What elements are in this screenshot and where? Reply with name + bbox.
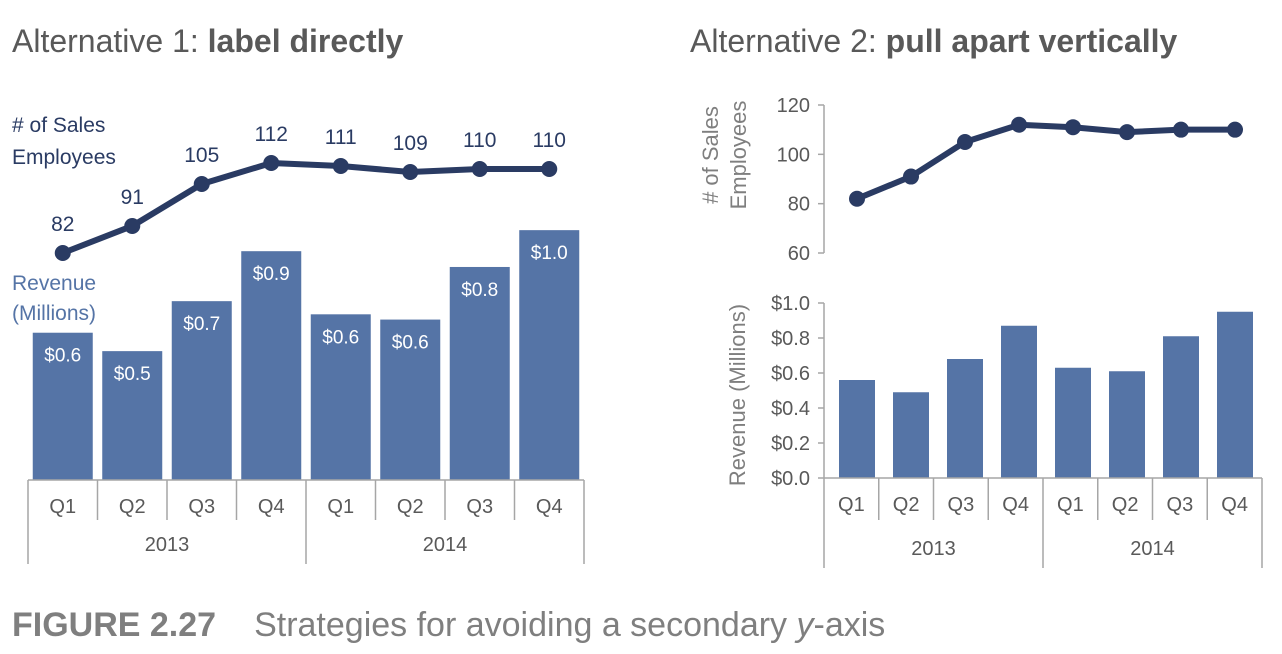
panel2-employees-point [1173, 121, 1189, 138]
revenue-bar-label: $0.6 [392, 333, 429, 354]
panel2-revenue-bar [1109, 371, 1145, 478]
employees-line [61, 160, 550, 256]
panel2-x-tick-label: Q2 [893, 494, 920, 516]
panel2-employees-point [1227, 121, 1243, 138]
panel2-x-tick-label: Q4 [1002, 494, 1029, 516]
panel2-x-tick-label: Q1 [838, 494, 865, 516]
revenue-bar-label: $1.0 [531, 243, 568, 264]
revenue-label-line2: (Millions) [12, 302, 96, 325]
panel2-x-tick-label: Q2 [1112, 494, 1139, 516]
revenue-bar [380, 319, 441, 480]
panel2-employees-point [1119, 124, 1135, 141]
revenue-bar [449, 266, 510, 480]
panel2-employees-point [1011, 116, 1027, 133]
panel2-bottom-y-tick-label: $0.4 [771, 398, 810, 420]
panel2-bottom-y-tick-label: $0.0 [771, 468, 810, 490]
panel2-employees-point [849, 190, 865, 207]
employees-label-line1: # of Sales [12, 114, 105, 137]
employees-point [124, 218, 141, 234]
panel2-revenue-bar [1055, 367, 1091, 478]
panel2-bottom-y-tick-label: $0.8 [771, 328, 810, 350]
employees-value-label: 109 [393, 132, 428, 155]
panel1-x-group-label: 2013 [145, 534, 190, 556]
panel2-x-group-label: 2014 [1130, 538, 1175, 560]
panel1-x-tick-label: Q2 [119, 496, 146, 518]
employees-value-label: 91 [121, 186, 144, 209]
panel2-revenue-bar [1217, 311, 1253, 478]
panel2-top-y-tick-label: 120 [777, 95, 810, 117]
employees-value-label: 110 [463, 129, 496, 152]
employees-point [263, 155, 280, 171]
panel2-top-y-tick-label: 60 [788, 243, 810, 265]
panel2-revenue-bar [893, 392, 929, 478]
revenue-bar-label: $0.9 [253, 264, 290, 285]
panel2-x-tick-label: Q1 [1057, 494, 1084, 516]
panel2-title: Alternative 2: pull apart vertically [690, 23, 1178, 59]
employees-point [193, 176, 210, 192]
panel2-x-tick-label: Q3 [948, 494, 975, 516]
revenue-axis-title: Revenue (Millions) [725, 304, 750, 486]
employees-axis-title-line1: # of Sales [698, 106, 723, 204]
panel2-bottom-y-tick-label: $0.2 [771, 433, 810, 455]
panel2-revenue-bar [1163, 336, 1199, 478]
panel2-revenue-bar [947, 359, 983, 478]
employees-point [541, 161, 558, 177]
panel2-bottom-y-tick-label: $1.0 [771, 293, 810, 315]
panel2-x-group-label: 2013 [911, 538, 956, 560]
panel1-x-tick-label: Q4 [536, 496, 563, 518]
employees-axis-title-line2: Employees [726, 101, 751, 210]
revenue-bar-label: $0.7 [183, 314, 220, 335]
revenue-bar [519, 230, 580, 480]
employees-point [54, 245, 71, 261]
panel2-line-chart: 60 80 100 120 [777, 95, 1243, 265]
revenue-bar [171, 301, 232, 480]
revenue-bar [310, 314, 371, 480]
panel1-x-tick-label: Q4 [258, 496, 285, 518]
panel1-x-tick-label: Q2 [397, 496, 424, 518]
panel1-x-group-label: 2014 [423, 534, 468, 556]
revenue-bar-label: $0.8 [461, 280, 498, 301]
employees-point [332, 158, 349, 174]
panel1-x-tick-label: Q1 [49, 496, 76, 518]
panel1-x-tick-label: Q1 [327, 496, 354, 518]
employees-value-label: 111 [325, 126, 357, 149]
employees-value-label: 110 [533, 129, 566, 152]
panel2-revenue-bar [839, 380, 875, 478]
panel2-x-tick-label: Q4 [1221, 494, 1248, 516]
panel2-bottom-y-tick-label: $0.6 [771, 363, 810, 385]
panel2-bar-chart: $0.0 $0.2 $0.4 $0.6 $0.8 $1.0 Q1 Q2 Q3 Q4 Q1 Q2 Q3 Q4… [771, 293, 1263, 568]
employees-value-label: 82 [51, 213, 74, 236]
employees-point [471, 161, 488, 177]
employees-point [402, 164, 419, 180]
revenue-label-line1: Revenue [12, 272, 96, 295]
employees-value-label: 112 [255, 123, 288, 146]
panel2-employees-point [1065, 119, 1081, 136]
revenue-bar-label: $0.6 [322, 327, 359, 348]
employees-value-label: 105 [184, 144, 219, 167]
revenue-bar [102, 351, 163, 480]
panel1-x-tick-label: Q3 [188, 496, 215, 518]
panel2-top-y-tick-label: 100 [777, 144, 810, 166]
revenue-bar-label: $0.5 [114, 364, 151, 385]
revenue-bar [32, 332, 93, 480]
panel2-employees-line [855, 121, 1235, 202]
panel2-x-tick-label: Q3 [1167, 494, 1194, 516]
figure-number: FIGURE 2.27 [12, 606, 216, 644]
revenue-bar-label: $0.6 [44, 346, 81, 367]
employees-label-line2: Employees [12, 146, 116, 169]
panel1-title: Alternative 1: label directly [12, 23, 404, 59]
figure-caption: FIGURE 2.27 Strategies for avoiding a sec… [12, 606, 885, 644]
panel2-employees-point [957, 134, 973, 150]
panel2-revenue-bar [1001, 325, 1037, 478]
revenue-bar [241, 251, 302, 480]
panel1-x-tick-label: Q3 [466, 496, 493, 518]
panel2-top-y-tick-label: 80 [788, 194, 810, 216]
panel2-employees-point [903, 168, 919, 185]
panel1-chart: $0.6 $0.5 $0.7 $0.9 $0.6 $0.6 $0.8 $1.0 82 91 105 1… [27, 123, 585, 564]
